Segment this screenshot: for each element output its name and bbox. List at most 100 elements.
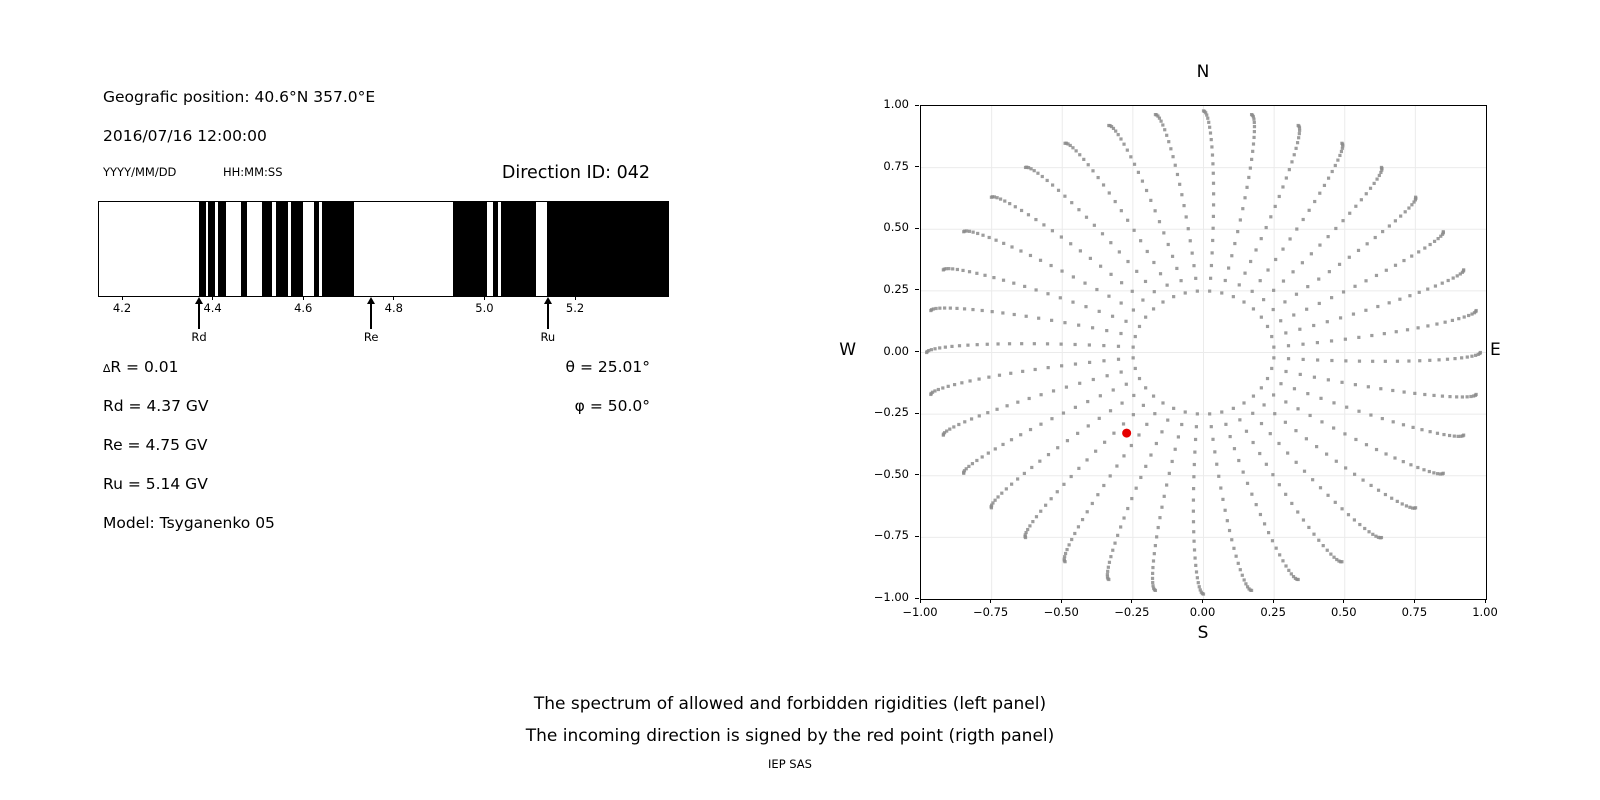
direction-grid-dot	[1448, 395, 1452, 399]
direction-grid-dot	[1259, 421, 1264, 426]
direction-grid-dot	[1250, 492, 1254, 496]
direction-grid-dot	[1211, 226, 1215, 230]
direction-grid-dot	[1251, 440, 1255, 445]
direction-grid-dot	[1151, 565, 1155, 570]
direction-grid-dot	[1334, 226, 1338, 231]
direction-grid-dot	[1162, 231, 1166, 235]
direction-grid-dot	[1230, 538, 1234, 542]
direction-grid-dot	[1028, 253, 1033, 258]
direction-x-tick	[1484, 599, 1486, 603]
direction-grid-dot	[1384, 268, 1388, 272]
compass-east-label: E	[1490, 340, 1501, 360]
direction-grid-dot	[1258, 451, 1262, 456]
direction-grid-dot	[1209, 425, 1213, 429]
direction-grid-dot	[1345, 405, 1349, 409]
direction-grid-dot	[1329, 339, 1334, 343]
direction-grid-dot	[957, 344, 962, 348]
direction-grid-dot	[1455, 395, 1459, 399]
direction-x-tick-label: −0.50	[1043, 605, 1079, 619]
direction-grid-dot	[1119, 301, 1123, 305]
direction-grid-dot	[1435, 472, 1440, 476]
direction-grid-dot	[1413, 195, 1418, 199]
direction-grid-dot	[1193, 437, 1198, 442]
direction-grid-dot	[1317, 301, 1321, 306]
direction-grid-dot	[1036, 171, 1040, 175]
direction-grid-dot	[1317, 538, 1321, 542]
direction-grid-dot	[1290, 160, 1294, 164]
direction-grid-dot	[933, 347, 937, 351]
direction-grid-dot	[1452, 434, 1456, 438]
direction-grid-dot	[1470, 312, 1474, 316]
direction-grid-dot	[1379, 165, 1384, 170]
direction-grid-dot	[1478, 350, 1482, 355]
direction-grid-dot	[943, 306, 947, 310]
spectrum-tick-label: 4.6	[294, 301, 313, 315]
direction-grid-dot	[1116, 133, 1120, 137]
direction-grid-dot	[1318, 486, 1323, 490]
direction-grid-dot	[1376, 304, 1380, 309]
direction-grid-dot	[1270, 366, 1274, 371]
direction-grid-dot	[1109, 555, 1113, 559]
allowed-band	[321, 202, 355, 296]
direction-grid-dot	[1241, 207, 1245, 211]
direction-grid-dot	[1277, 441, 1281, 446]
direction-grid-dot	[1241, 470, 1245, 474]
direction-grid-dot	[1190, 251, 1194, 255]
direction-grid-dot	[1252, 120, 1256, 125]
direction-grid-dot	[1343, 432, 1347, 436]
direction-grid-dot	[1465, 355, 1469, 359]
direction-grid-dot	[1391, 388, 1395, 393]
direction-grid-dot	[1173, 163, 1177, 167]
compass-north-label: N	[1196, 62, 1210, 82]
direction-grid-dot	[1474, 392, 1478, 397]
direction-grid-dot	[1169, 147, 1173, 151]
direction-grid-dot	[1341, 144, 1345, 148]
direction-grid-dot	[1131, 413, 1135, 417]
spectrum-tick-label: 4.4	[203, 301, 222, 315]
direction-grid-dot	[1045, 178, 1049, 183]
direction-grid-dot	[1016, 477, 1020, 481]
direction-grid-dot	[1042, 223, 1046, 227]
direction-grid-dot	[1009, 371, 1013, 375]
direction-grid-dot	[1108, 409, 1113, 413]
direction-grid-dot	[1309, 252, 1313, 256]
direction-grid-dot	[951, 267, 955, 271]
direction-grid-dot	[1097, 309, 1101, 313]
direction-grid-dot	[1311, 478, 1315, 482]
direction-y-tick-label: −0.25	[873, 405, 909, 420]
direction-grid-dot	[1197, 585, 1201, 589]
direction-grid-dot	[1073, 405, 1077, 409]
direction-grid-dot	[987, 375, 991, 379]
direction-grid-dot	[1318, 191, 1322, 195]
caption-line-1: The spectrum of allowed and forbidden ri…	[533, 694, 1047, 714]
direction-x-tick	[1413, 599, 1415, 603]
direction-grid-dot	[1395, 499, 1399, 503]
direction-grid-dot	[1102, 483, 1106, 488]
direction-grid-dot	[1106, 565, 1110, 569]
direction-grid-dot	[1426, 287, 1430, 291]
direction-grid-dot	[1110, 314, 1115, 318]
direction-grid-dot	[966, 343, 970, 347]
direction-grid-dot	[1209, 138, 1213, 142]
direction-grid-dot	[1277, 194, 1281, 199]
cutoff-arrow-icon	[543, 297, 552, 304]
direction-grid-dot	[1056, 446, 1060, 450]
direction-grid-dot	[1195, 576, 1199, 580]
direction-grid-dot	[1383, 492, 1388, 497]
direction-grid-dot	[1445, 357, 1450, 361]
spectrum-tick-label: 5.2	[565, 301, 585, 315]
direction-grid-dot	[996, 342, 1000, 346]
direction-grid-dot	[1281, 559, 1285, 563]
direction-grid-dot	[1432, 393, 1436, 398]
direction-grid-dot	[1153, 209, 1157, 213]
direction-grid-dot	[1432, 471, 1436, 475]
allowed-band	[261, 202, 273, 296]
direction-grid-dot	[1244, 582, 1248, 586]
allowed-band	[291, 202, 303, 296]
direction-grid-dot	[1450, 318, 1455, 322]
direction-grid-dot	[1125, 148, 1129, 152]
direction-grid-dot	[1024, 314, 1028, 318]
direction-grid-dot	[1159, 119, 1163, 123]
direction-grid-dot	[1083, 281, 1087, 285]
direction-grid-dot	[1391, 420, 1395, 424]
